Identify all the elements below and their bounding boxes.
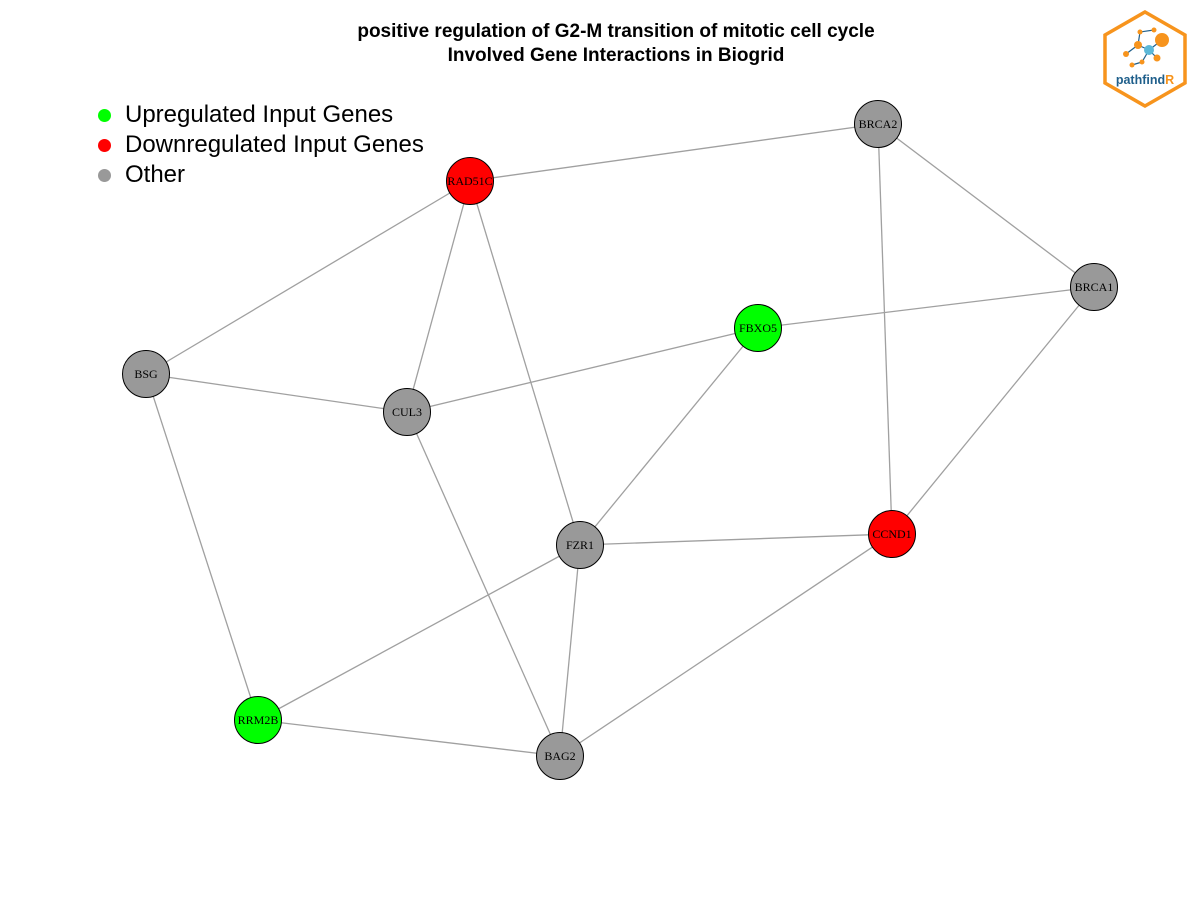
- legend-item-other: Other: [96, 160, 424, 190]
- legend-item-upregulated: Upregulated Input Genes: [96, 100, 424, 130]
- node-circle-bag2: [536, 732, 584, 780]
- node-label-rrm2b: RRM2B: [238, 713, 279, 727]
- node-label-brca2: BRCA2: [859, 117, 898, 131]
- edge-rad51c-brca2: [469, 123, 879, 182]
- node-circle-brca2: [854, 100, 902, 148]
- nodes: BRCA2 RAD51C BRCA1 FBXO5 BSG CUL3 FZR1 CCND1 RRM…: [122, 100, 1118, 780]
- node-circle-brca1: [1070, 263, 1118, 311]
- node-circle-rrm2b: [234, 696, 282, 744]
- legend-item-downregulated: Downregulated Input Genes: [96, 130, 424, 160]
- node-bag2[interactable]: BAG2: [536, 732, 584, 780]
- node-circle-rad51c: [446, 157, 494, 205]
- logo-text: pathfindR: [1116, 73, 1174, 87]
- edge-fzr1-bag2: [559, 544, 581, 757]
- edge-brca1-ccnd1: [891, 286, 1095, 535]
- edge-rad51c-bsg: [145, 180, 471, 375]
- node-circle-fbxo5: [734, 304, 782, 352]
- logo-network-nodes-icon: [1123, 27, 1169, 68]
- node-label-ccnd1: CCND1: [872, 527, 911, 541]
- edge-bsg-cul3: [145, 373, 408, 413]
- node-label-rad51c: RAD51C: [447, 174, 492, 188]
- edge-fzr1-ccnd1: [579, 533, 893, 546]
- edge-fzr1-rrm2b: [257, 544, 581, 721]
- edges: [145, 123, 1095, 757]
- edge-fbxo5-brca1: [757, 286, 1095, 329]
- node-label-bag2: BAG2: [544, 749, 575, 763]
- edge-rad51c-cul3: [406, 180, 471, 413]
- node-label-fzr1: FZR1: [566, 538, 594, 552]
- edge-rad51c-fzr1: [469, 180, 581, 546]
- legend-dot-upregulated: [98, 108, 111, 122]
- legend-dot-other: [98, 168, 111, 182]
- edge-brca2-ccnd1: [877, 123, 893, 535]
- node-ccnd1[interactable]: CCND1: [868, 510, 916, 558]
- node-label-bsg: BSG: [134, 367, 158, 381]
- node-circle-bsg: [122, 350, 170, 398]
- node-circle-fzr1: [556, 521, 604, 569]
- legend: Upregulated Input Genes Downregulated In…: [96, 100, 424, 190]
- legend-dot-downregulated: [98, 138, 111, 152]
- node-bsg[interactable]: BSG: [122, 350, 170, 398]
- legend-label-other: Other: [125, 161, 186, 188]
- chart-subtitle: Involved Gene Interactions in Biogrid: [447, 45, 785, 66]
- node-fbxo5[interactable]: FBXO5: [734, 304, 782, 352]
- edge-fbxo5-cul3: [406, 327, 759, 413]
- edge-cul3-bag2: [406, 411, 561, 757]
- edge-brca2-brca1: [877, 123, 1095, 288]
- node-label-cul3: CUL3: [392, 405, 422, 419]
- node-circle-ccnd1: [868, 510, 916, 558]
- node-brca1[interactable]: BRCA1: [1070, 263, 1118, 311]
- legend-label-downregulated: Downregulated Input Genes: [125, 131, 424, 158]
- edge-bsg-rrm2b: [145, 373, 259, 721]
- node-brca2[interactable]: BRCA2: [854, 100, 902, 148]
- edge-fbxo5-fzr1: [579, 327, 759, 546]
- legend-label-upregulated: Upregulated Input Genes: [125, 101, 394, 128]
- edge-rrm2b-bag2: [257, 719, 561, 757]
- node-cul3[interactable]: CUL3: [383, 388, 431, 436]
- node-rad51c[interactable]: RAD51C: [446, 157, 494, 205]
- edge-ccnd1-bag2: [559, 533, 893, 757]
- node-label-fbxo5: FBXO5: [739, 321, 777, 335]
- chart-title: positive regulation of G2-M transition o…: [357, 21, 875, 42]
- node-circle-cul3: [383, 388, 431, 436]
- node-rrm2b[interactable]: RRM2B: [234, 696, 282, 744]
- node-fzr1[interactable]: FZR1: [556, 521, 604, 569]
- pathfindr-logo: pathfindR: [1103, 10, 1187, 108]
- node-label-brca1: BRCA1: [1075, 280, 1114, 294]
